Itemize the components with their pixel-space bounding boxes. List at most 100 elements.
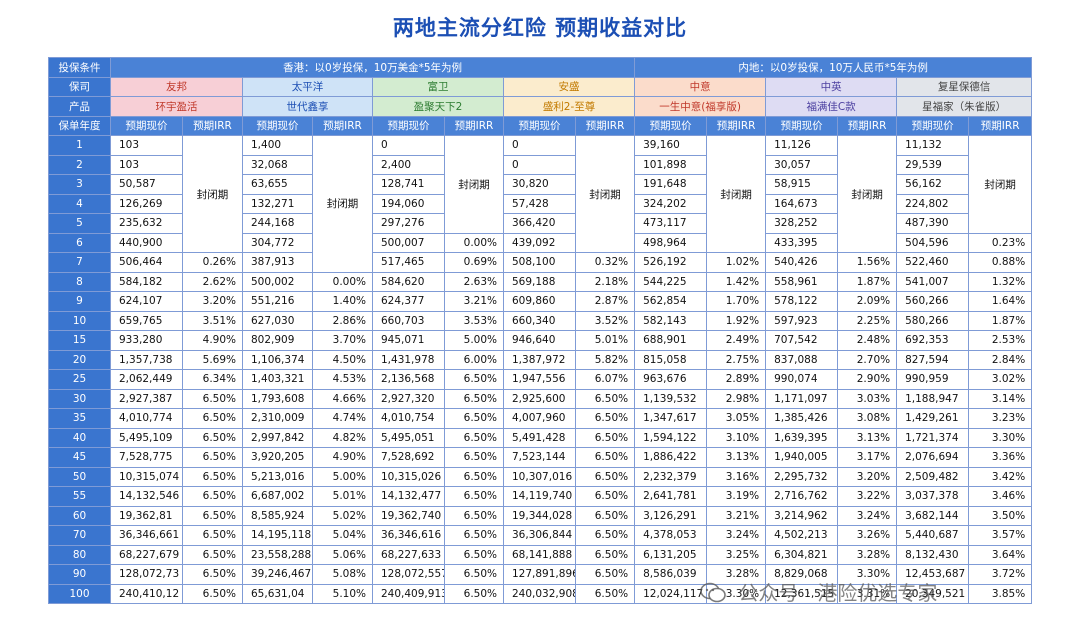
value-cell-fwd: 7,528,692 [372, 447, 445, 468]
irr-cell-cpic: 5.08% [312, 564, 373, 585]
table-row: 1 103 封闭期 1,400 封闭期 0 封闭期 0 封闭期 39,160 封闭期 11,126 封闭… [48, 135, 1033, 273]
value-cell-aviva: 4,502,213 [765, 525, 839, 546]
value-cell-fwd: 10,315,026 [372, 466, 445, 487]
irr-cell-pramerica: 3.72% [968, 564, 1033, 585]
value-cell-axa: 366,420 [503, 213, 576, 234]
irr-cell-aia: 6.50% [182, 505, 243, 526]
value-cell-axa: 0 [503, 154, 576, 175]
irr-cell-pramerica: 3.46% [968, 486, 1033, 507]
table-row: 40 5,495,109 6.50% 2,997,842 4.82% 5,495,051 6… [48, 427, 1033, 448]
comparison-table: 投保条件 香港：以0岁投保，10万美金*5年为例 内地：以0岁投保，10万人民币*5… [48, 57, 1033, 604]
value-cell-axa: 4,007,960 [503, 408, 576, 429]
year-cell: 100 [48, 583, 111, 604]
value-cell-aia: 506,464 [110, 252, 183, 273]
table-row: 50 10,315,074 6.50% 5,213,016 5.00% 10,315,02… [48, 466, 1033, 487]
product-name-pramerica: 星福家（朱雀版） [896, 96, 1033, 117]
irr-cell-aviva: 2.25% [837, 310, 898, 331]
value-cell-generali: 6,131,205 [634, 544, 708, 565]
value-cell-pramerica: 504,596 [896, 232, 970, 253]
value-cell-generali: 1,347,617 [634, 408, 708, 429]
irr-cell-generali: 3.10% [706, 427, 767, 448]
irr-cell-pramerica: 3.85% [968, 583, 1033, 604]
table-row: 80 68,227,679 6.50% 23,558,288 5.06% 68,227,6… [48, 544, 1033, 565]
value-cell-generali: 324,202 [634, 193, 708, 214]
irr-cell-generali: 1.70% [706, 291, 767, 312]
value-cell-axa: 68,141,888 [503, 544, 576, 565]
value-cell-generali: 8,586,039 [634, 564, 708, 585]
value-cell-axa: 1,387,972 [503, 349, 576, 370]
irr-cell-cpic: 1.40% [312, 291, 373, 312]
table-row: 4 126,269 132,271 194,060 57,428 324,202 164,6… [48, 193, 1032, 214]
product-name-aviva: 福满佳C款 [765, 96, 898, 117]
table-row: 70 36,346,661 6.50% 14,195,118 5.04% 36,346,6… [48, 525, 1033, 546]
irr-cell-fwd: 5.00% [444, 330, 504, 351]
value-cell-axa: 19,344,028 [503, 505, 576, 526]
year-cell: 2 [48, 154, 111, 175]
irr-header: 预期IRR [312, 115, 373, 136]
irr-cell-generali: 3.21% [706, 505, 767, 526]
year-cell: 3 [48, 174, 111, 195]
table-row: 55 14,132,546 6.50% 6,687,002 5.01% 14,132,47… [48, 486, 1033, 507]
value-cell-axa: 36,306,844 [503, 525, 576, 546]
product-label: 产品 [48, 96, 111, 117]
value-cell-axa: 127,891,896 [503, 564, 576, 585]
irr-cell-generali: 3.24% [706, 525, 767, 546]
value-cell-pramerica: 692,353 [896, 330, 970, 351]
irr-cell-aviva: 1.87% [837, 271, 898, 292]
irr-cell-pramerica: 0.23% [968, 232, 1033, 253]
value-cell-aviva: 58,915 [765, 174, 839, 195]
value-cell-cpic: 132,271 [242, 193, 313, 214]
value-cell-generali: 1,594,122 [634, 427, 708, 448]
value-cell-pramerica: 1,188,947 [896, 388, 970, 409]
irr-cell-axa: 6.50% [574, 447, 636, 468]
irr-header: 预期IRR [574, 115, 636, 136]
irr-cell-axa: 0.32% [574, 252, 636, 273]
irr-cell-cpic: 4.74% [312, 408, 373, 429]
value-cell-fwd: 240,409,913 [372, 583, 445, 604]
value-cell-aviva: 2,716,762 [765, 486, 839, 507]
value-cell-aia: 5,495,109 [110, 427, 183, 448]
irr-cell-generali: 1.92% [706, 310, 767, 331]
irr-cell-aia: 6.50% [182, 466, 243, 487]
irr-cell-cpic: 3.70% [312, 330, 373, 351]
sealed-cell-generali: 封闭期 [706, 135, 767, 253]
value-cell-aia: 240,410,12 [110, 583, 183, 604]
insurer-name-pramerica: 复星保德信 [896, 76, 1033, 97]
hk-condition: 香港：以0岁投保，10万美金*5年为例 [109, 57, 636, 78]
value-cell-cpic: 5,213,016 [242, 466, 313, 487]
irr-cell-aviva: 1.56% [837, 252, 898, 273]
subheader-row: 保单年度 预期现价 预期IRR 预期现价 预期IRR 预期现价 预期IRR 预期现价 预期IRR… [48, 115, 1033, 136]
value-cell-aia: 7,528,775 [110, 447, 183, 468]
value-cell-axa: 508,100 [503, 252, 576, 273]
irr-cell-fwd: 6.50% [444, 447, 504, 468]
irr-cell-generali: 3.13% [706, 447, 767, 468]
value-cell-aia: 128,072,73 [110, 564, 183, 585]
irr-cell-pramerica: 3.64% [968, 544, 1033, 565]
irr-cell-fwd: 0.00% [444, 232, 504, 253]
value-cell-cpic: 23,558,288 [242, 544, 313, 565]
value-cell-fwd: 128,072,557 [372, 564, 445, 585]
irr-header: 预期IRR [837, 115, 898, 136]
irr-cell-cpic: 0.00% [312, 271, 373, 292]
table-row: 45 7,528,775 6.50% 3,920,205 4.90% 7,528,692 6… [48, 447, 1033, 468]
irr-cell-generali: 3.16% [706, 466, 767, 487]
value-cell-cpic: 1,106,374 [242, 349, 313, 370]
year-cell: 20 [48, 349, 111, 370]
value-cell-cpic: 304,772 [242, 232, 313, 253]
irr-cell-axa: 6.50% [574, 583, 636, 604]
irr-cell-cpic: 5.00% [312, 466, 373, 487]
value-cell-fwd: 297,276 [372, 213, 445, 234]
value-header: 预期现价 [896, 115, 970, 136]
irr-cell-aia: 6.34% [182, 369, 243, 390]
value-cell-fwd: 0 [372, 135, 445, 156]
irr-cell-aia: 6.50% [182, 388, 243, 409]
value-cell-cpic: 387,913 [242, 252, 313, 273]
value-cell-fwd: 945,071 [372, 330, 445, 351]
irr-cell-cpic: 5.06% [312, 544, 373, 565]
irr-cell-generali: 2.89% [706, 369, 767, 390]
irr-cell-fwd: 0.69% [444, 252, 504, 273]
irr-header: 预期IRR [444, 115, 504, 136]
irr-cell-pramerica: 2.53% [968, 330, 1033, 351]
value-cell-cpic: 2,997,842 [242, 427, 313, 448]
irr-cell-aviva: 3.31% [837, 583, 898, 604]
